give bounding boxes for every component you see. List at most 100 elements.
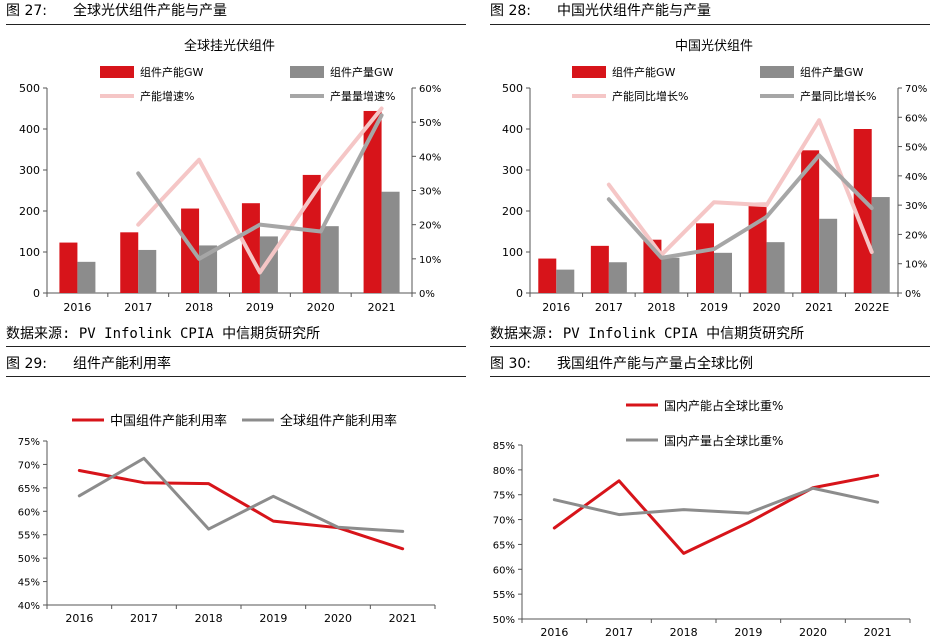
y-tick-label-right: 70% xyxy=(905,84,927,95)
bar xyxy=(259,236,278,293)
bar xyxy=(59,242,78,293)
y-tick-label-right: 10% xyxy=(905,260,927,271)
bar xyxy=(181,208,200,293)
legend-label: 组件产量GW xyxy=(800,65,864,79)
x-tick-label: 2017 xyxy=(605,626,633,638)
x-tick-label: 2018 xyxy=(670,626,698,638)
series-line xyxy=(77,469,405,551)
legend-swatch xyxy=(100,66,134,78)
figure-title: 我国组件产能与产量占全球比例 xyxy=(556,356,753,372)
y-tick-label-right: 50% xyxy=(419,118,441,129)
x-tick-label: 2017 xyxy=(124,301,152,314)
legend-swatch xyxy=(760,66,794,78)
x-tick-label: 2020 xyxy=(307,301,335,314)
bar xyxy=(138,249,157,293)
series-line xyxy=(606,118,874,257)
y-tick-label-right: 0% xyxy=(905,289,921,300)
y-tick-label-right: 20% xyxy=(419,221,441,232)
x-tick-label: 2022E xyxy=(854,301,889,314)
x-tick-label: 2019 xyxy=(734,626,762,638)
x-tick-label: 2020 xyxy=(753,301,781,314)
header-divider xyxy=(6,24,466,25)
bar xyxy=(363,110,382,294)
series-line xyxy=(606,153,874,260)
bar xyxy=(853,129,872,293)
legend-label: 产能增速% xyxy=(140,89,194,103)
x-tick-label: 2017 xyxy=(130,612,158,625)
x-tick-label: 2021 xyxy=(864,626,892,638)
legend-swatch xyxy=(572,66,606,78)
y-tick-label-left: 300 xyxy=(19,164,40,177)
header-divider xyxy=(6,376,466,377)
y-tick-label-right: 40% xyxy=(905,172,927,183)
legend-label: 组件产能GW xyxy=(612,65,676,79)
y-tick-label-left: 100 xyxy=(502,246,523,259)
x-tick-label: 2020 xyxy=(324,612,352,625)
y-tick-label: 65% xyxy=(493,540,515,551)
y-tick-label: 55% xyxy=(493,590,515,601)
y-tick-label-left: 100 xyxy=(19,246,40,259)
y-tick-label-right: 30% xyxy=(905,201,927,212)
y-tick-label: 80% xyxy=(493,466,515,477)
legend-label: 全球组件产能利用率 xyxy=(280,413,397,429)
y-tick-label: 70% xyxy=(493,516,515,527)
figure-number: 图 27: xyxy=(6,3,47,19)
figure-title: 中国光伏组件产能与产量 xyxy=(556,3,711,19)
series-line xyxy=(552,473,880,555)
y-tick-label: 50% xyxy=(18,554,40,565)
figure-number: 图 28: xyxy=(490,3,531,19)
x-tick-label: 2016 xyxy=(540,626,568,638)
source-note-28: 数据来源: PV Infolink CPIA 中信期货研究所 xyxy=(490,326,805,342)
bar xyxy=(120,232,139,293)
figure-29-header: 图 29: 组件产能利用率 xyxy=(6,353,171,375)
x-tick-label: 2018 xyxy=(185,301,213,314)
y-tick-label: 75% xyxy=(18,437,40,448)
legend-swatch xyxy=(290,66,324,78)
y-tick-label: 85% xyxy=(493,441,515,452)
figure-title: 全球光伏组件产能与产量 xyxy=(72,3,227,19)
x-tick-label: 2019 xyxy=(246,301,274,314)
figure-title: 组件产能利用率 xyxy=(72,356,171,372)
y-tick-label: 75% xyxy=(493,491,515,502)
y-tick-label-left: 500 xyxy=(502,82,523,95)
header-divider xyxy=(490,24,930,25)
header-divider xyxy=(490,376,930,377)
x-tick-label: 2016 xyxy=(542,301,570,314)
x-tick-label: 2021 xyxy=(389,612,417,625)
figure-number: 图 30: xyxy=(490,356,531,372)
y-tick-label: 50% xyxy=(493,615,515,626)
bar xyxy=(801,150,820,293)
legend-label: 组件产量GW xyxy=(330,65,394,79)
legend-label: 中国组件产能利用率 xyxy=(110,413,227,429)
legend-label: 产量量增速% xyxy=(330,89,395,103)
legend-label: 产量同比增长% xyxy=(800,89,876,103)
legend-label: 组件产能GW xyxy=(140,65,204,79)
bar xyxy=(696,223,714,293)
y-tick-label-right: 60% xyxy=(905,113,927,124)
x-tick-label: 2021 xyxy=(368,301,396,314)
x-tick-label: 2017 xyxy=(595,301,623,314)
bar xyxy=(714,252,732,293)
bar xyxy=(381,191,400,293)
bar xyxy=(77,261,96,293)
figure-27-header: 图 27: 全球光伏组件产能与产量 xyxy=(6,0,227,22)
legend-label: 国内产量占全球比重% xyxy=(664,433,783,448)
chart-title: 中国光伏组件 xyxy=(675,39,753,54)
y-tick-label-right: 60% xyxy=(419,84,441,95)
y-tick-label-left: 200 xyxy=(19,205,40,218)
y-tick-label: 65% xyxy=(18,484,40,495)
legend-label: 国内产能占全球比重% xyxy=(664,398,783,413)
y-tick-label: 45% xyxy=(18,578,40,589)
y-tick-label: 60% xyxy=(493,565,515,576)
source-note-27: 数据来源: PV Infolink CPIA 中信期货研究所 xyxy=(6,326,321,342)
y-tick-label: 60% xyxy=(18,507,40,518)
series-line xyxy=(136,106,384,275)
y-tick-label-right: 50% xyxy=(905,143,927,154)
y-tick-label-right: 10% xyxy=(419,255,441,266)
bar xyxy=(320,226,339,293)
bar xyxy=(590,245,609,293)
x-tick-label: 2020 xyxy=(799,626,827,638)
y-tick-label-left: 0 xyxy=(516,287,523,300)
source-divider xyxy=(490,346,930,347)
